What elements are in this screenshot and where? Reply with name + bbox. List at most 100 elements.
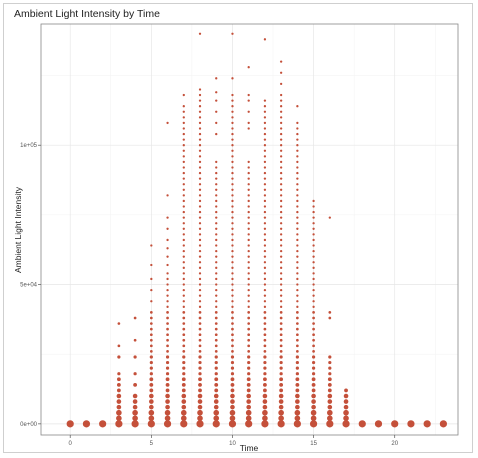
data-point	[150, 263, 153, 267]
data-point	[279, 166, 283, 169]
data-point	[166, 322, 169, 325]
data-point	[279, 283, 283, 286]
data-point	[215, 205, 218, 208]
data-point	[198, 110, 202, 113]
data-point	[198, 266, 202, 269]
data-point	[247, 266, 250, 269]
data-point	[279, 322, 283, 325]
data-point	[166, 305, 169, 308]
data-point	[263, 99, 267, 102]
data-point	[262, 409, 268, 416]
data-point	[312, 322, 315, 325]
data-point	[215, 194, 218, 197]
data-point	[295, 377, 300, 382]
data-point	[279, 344, 283, 348]
data-point	[263, 205, 267, 208]
data-point	[374, 420, 383, 428]
data-point	[327, 409, 333, 416]
data-point	[263, 127, 267, 130]
data-point	[311, 382, 316, 387]
data-point	[309, 420, 318, 428]
data-point	[198, 199, 202, 203]
data-point	[231, 233, 234, 236]
chart-title: Ambient Light Intensity by Time	[14, 8, 160, 20]
data-point	[247, 316, 251, 320]
data-point	[181, 399, 187, 404]
data-point	[198, 360, 202, 365]
data-point	[182, 227, 185, 230]
data-point	[231, 216, 234, 219]
data-point	[116, 393, 122, 399]
data-point	[311, 393, 316, 399]
data-point	[296, 344, 299, 348]
data-point	[247, 160, 250, 164]
data-point	[215, 177, 218, 180]
data-point	[198, 311, 202, 314]
data-point	[182, 222, 185, 225]
data-point	[198, 338, 202, 342]
data-point	[231, 171, 234, 175]
data-point	[312, 311, 315, 314]
data-point	[182, 138, 185, 141]
data-point	[391, 420, 399, 428]
data-point	[116, 404, 122, 410]
data-point	[66, 420, 74, 428]
data-point	[133, 355, 137, 359]
data-point	[215, 238, 218, 242]
data-point	[279, 360, 283, 365]
data-point	[343, 415, 349, 422]
data-point	[165, 360, 170, 365]
data-point	[182, 238, 185, 242]
data-point	[214, 360, 218, 365]
data-point	[296, 171, 299, 175]
data-point	[279, 222, 283, 225]
data-point	[198, 210, 202, 214]
data-point	[198, 294, 202, 297]
data-point	[150, 288, 153, 292]
data-point	[165, 388, 170, 393]
data-point	[215, 249, 218, 253]
data-point	[312, 244, 315, 247]
data-point	[327, 388, 332, 393]
data-point	[198, 272, 202, 275]
data-point	[279, 144, 283, 147]
data-point	[312, 350, 315, 353]
data-point	[149, 311, 153, 314]
data-point	[312, 338, 315, 342]
data-point	[215, 277, 218, 281]
data-point	[296, 210, 299, 214]
data-point	[215, 91, 218, 94]
data-point	[296, 160, 299, 164]
data-point	[149, 316, 153, 320]
y-axis-ticks: 0e+00 5e+04 1e+05	[20, 143, 41, 428]
data-point	[262, 399, 268, 404]
data-point	[182, 249, 185, 253]
data-point	[263, 105, 267, 108]
data-point	[328, 216, 331, 219]
data-point	[182, 132, 185, 136]
data-point	[247, 238, 250, 242]
data-point	[198, 233, 202, 236]
data-point	[116, 399, 122, 404]
data-point	[147, 420, 155, 428]
data-point	[343, 409, 349, 416]
data-point	[296, 294, 299, 297]
data-point	[198, 244, 202, 247]
data-point	[296, 138, 299, 141]
data-point	[166, 238, 169, 242]
x-tick-label: 15	[310, 441, 317, 447]
data-point	[165, 372, 170, 376]
data-point	[262, 404, 268, 410]
data-point	[263, 305, 267, 308]
data-point	[215, 288, 218, 292]
data-point	[296, 227, 299, 230]
data-point	[198, 144, 202, 147]
data-point	[182, 327, 186, 331]
data-point	[247, 183, 250, 186]
data-point	[278, 409, 284, 416]
data-point	[247, 294, 250, 297]
data-point	[166, 333, 169, 337]
data-point	[215, 99, 218, 102]
data-point	[247, 110, 250, 113]
data-point	[214, 338, 218, 342]
